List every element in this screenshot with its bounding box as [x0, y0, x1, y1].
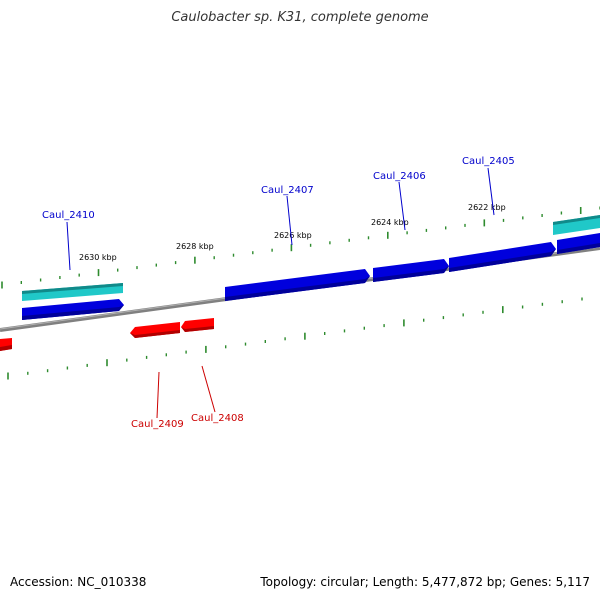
gene-reverse-left-edge[interactable] [0, 338, 12, 351]
gene-caul-2406[interactable] [373, 259, 449, 282]
leader-caul-2405 [487, 167, 495, 216]
leader-caul-2407 [286, 195, 293, 246]
leader-caul-2408 [201, 365, 216, 413]
tick-label-2622: 2622 kbp [468, 203, 506, 212]
page-title: Caulobacter sp. K31, complete genome [171, 10, 429, 25]
leader-caul-2406 [398, 181, 406, 231]
genome-summary-text: Topology: circular; Length: 5,477,872 bp… [260, 575, 590, 589]
upper-tick-marks [1, 206, 600, 289]
gene-label-caul-2410[interactable]: Caul_2410 [42, 210, 95, 221]
gene-forward-right-edge[interactable] [557, 233, 600, 254]
tick-label-2630: 2630 kbp [79, 253, 117, 262]
gene-label-caul-2406[interactable]: Caul_2406 [373, 171, 426, 182]
leader-caul-2409 [156, 371, 160, 419]
gene-label-caul-2405[interactable]: Caul_2405 [462, 156, 515, 167]
tick-label-2624: 2624 kbp [371, 218, 409, 227]
gene-caul-2410[interactable] [22, 299, 124, 320]
gene-caul-2408[interactable] [181, 318, 214, 332]
gene-label-caul-2407[interactable]: Caul_2407 [261, 185, 314, 196]
tick-label-2626: 2626 kbp [274, 231, 312, 240]
gene-caul-2405[interactable] [449, 242, 556, 272]
gene-label-caul-2409[interactable]: Caul_2409 [131, 419, 184, 430]
tick-label-2628: 2628 kbp [176, 242, 214, 251]
rna-feature-left[interactable] [22, 283, 123, 301]
gene-caul-2409[interactable] [130, 322, 180, 338]
rna-feature-right[interactable] [553, 215, 600, 235]
accession-text: Accession: NC_010338 [10, 575, 147, 589]
gene-caul-2407[interactable] [225, 269, 370, 301]
lower-tick-marks [7, 297, 583, 380]
gene-label-caul-2408[interactable]: Caul_2408 [191, 413, 244, 424]
leader-caul-2410 [66, 221, 71, 271]
